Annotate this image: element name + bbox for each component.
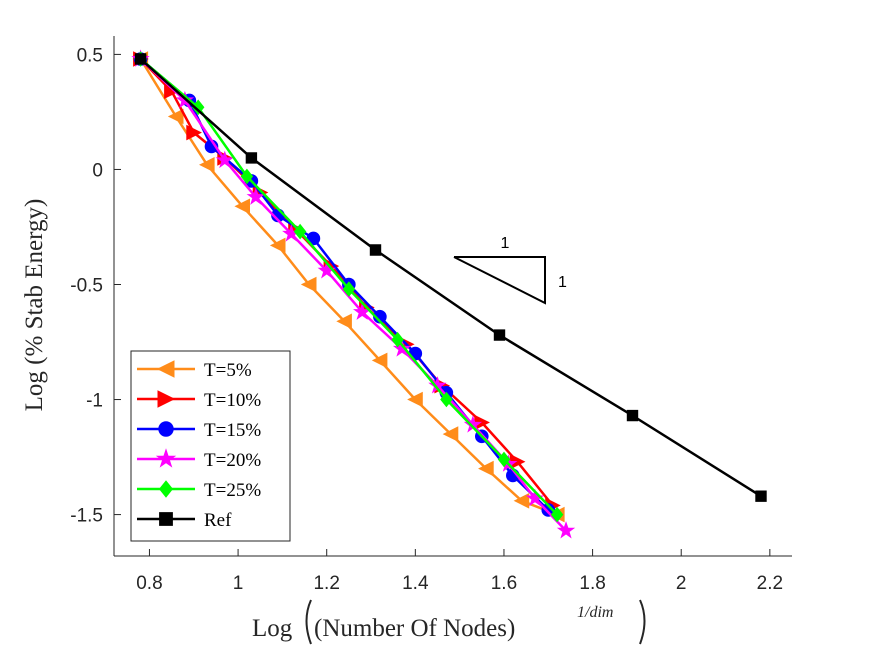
legend-label: T=5% (204, 360, 252, 381)
legend-label: Ref (204, 510, 232, 531)
data-point (497, 451, 511, 468)
legend-marker (155, 448, 177, 468)
x-tick-label: 2.2 (757, 573, 783, 594)
slope-triangle-vertical-label: 1 (558, 274, 567, 291)
data-point (440, 391, 453, 408)
x-axis-title-inner: (Number Of Nodes) (314, 615, 515, 642)
data-point (550, 506, 564, 523)
data-point (493, 329, 506, 341)
data-point (246, 187, 266, 205)
slope-triangle-horizontal-label: 1 (501, 235, 510, 252)
y-tick-label: -0.5 (70, 275, 103, 296)
data-point (371, 352, 388, 369)
y-tick-label: -1 (86, 391, 103, 412)
y-tick-label: -1.5 (70, 506, 103, 527)
x-axis-title-right-paren (639, 599, 646, 645)
slope-triangle-shape (453, 256, 546, 305)
legend-item-t-10: T=10% (137, 390, 261, 411)
legend-item-ref: Ref (137, 510, 232, 531)
data-point (234, 198, 250, 215)
legend-marker (158, 421, 174, 437)
y-axis-title: Log (% Stab Energy) (21, 199, 48, 412)
x-tick-label: 2 (676, 573, 687, 594)
series-line-ref (139, 58, 762, 498)
slope-triangle: 11 (453, 235, 567, 305)
legend-label: T=10% (204, 390, 261, 411)
x-tick-label: 0.8 (136, 573, 162, 594)
legend-label: T=25% (204, 480, 261, 501)
legend-marker (158, 480, 174, 498)
data-point (391, 331, 404, 348)
data-point (626, 409, 639, 422)
x-axis-title: Log (Number Of Nodes) 1/dim (252, 599, 646, 645)
legend-box (130, 350, 291, 542)
data-point (556, 521, 576, 539)
data-point (300, 276, 317, 293)
x-tick-label: 1.2 (313, 573, 339, 594)
data-point (186, 124, 202, 141)
series-layer (131, 49, 767, 539)
legend-marker (156, 360, 175, 378)
data-point (407, 391, 423, 408)
data-point (336, 313, 352, 330)
series-ref (134, 53, 767, 502)
data-point (240, 168, 254, 185)
y-tick-label: 0.5 (77, 45, 103, 66)
data-point (369, 244, 382, 256)
x-tick-label: 1.8 (579, 573, 605, 594)
data-point (342, 281, 356, 297)
legend-item-t-15: T=15% (137, 420, 261, 441)
data-point (191, 99, 205, 116)
legend-marker (157, 390, 176, 408)
legend-marker (159, 512, 173, 526)
data-point (269, 237, 286, 254)
data-point (478, 460, 494, 477)
data-point (245, 152, 258, 164)
data-point (134, 53, 147, 65)
axes: 0.8 1 1.2 1.4 1.6 1.8 2 2.2 0.5 0 -0.5 -1 -1.5 (70, 36, 792, 594)
legend-label: T=15% (204, 420, 261, 441)
x-axis-title-left-paren (305, 599, 312, 645)
data-point (215, 150, 234, 169)
data-point (442, 426, 459, 442)
legend-item-t-5: T=5% (137, 360, 252, 381)
x-tick-label: 1.4 (402, 573, 429, 594)
series-t-5 (132, 51, 565, 523)
legend-item-t-25: T=25% (137, 480, 261, 501)
data-point (392, 339, 412, 357)
x-axis-title-exponent: 1/dim (577, 604, 613, 621)
data-point (513, 492, 530, 509)
data-point (293, 223, 307, 240)
data-point (167, 108, 184, 125)
x-axis-title-prefix: Log (252, 615, 293, 642)
y-tick-label: 0 (92, 160, 103, 181)
data-point (755, 490, 767, 502)
data-point (198, 156, 215, 173)
x-tick-label: 1 (233, 573, 244, 594)
legend-item-t-20: T=20% (137, 448, 261, 471)
legend-label: T=20% (204, 450, 261, 471)
axis-labels: Log (% Stab Energy) Log (Number Of Nodes… (21, 199, 646, 645)
x-tick-label: 1.6 (491, 573, 517, 594)
legend: T=5% T=10% T=15% T=20% T=25% Ref (130, 350, 291, 542)
